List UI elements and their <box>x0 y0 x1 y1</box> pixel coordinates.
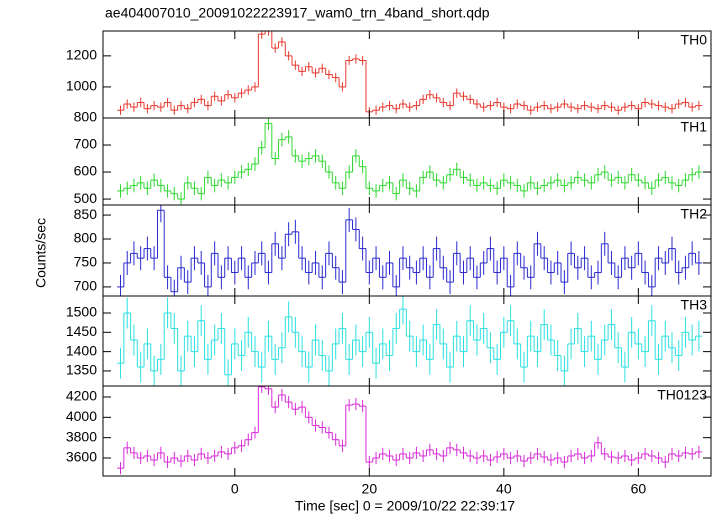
panel-label: TH0123 <box>657 387 707 403</box>
y-tick-label: 3800 <box>66 428 97 444</box>
x-axis-label: Time [sec] 0 = 2009/10/22 22:39:17 <box>295 498 515 514</box>
y-tick-label: 1350 <box>66 362 97 378</box>
x-tick-label: 20 <box>362 481 378 497</box>
y-tick-label: 700 <box>74 136 98 152</box>
y-tick-label: 500 <box>74 190 98 206</box>
x-tick-label: 40 <box>496 481 512 497</box>
panel-frame <box>102 385 712 477</box>
chart-title: ae404007010_20091022223917_wam0_trn_4ban… <box>105 5 490 21</box>
x-tick-label: 0 <box>231 481 239 497</box>
y-tick-label: 4000 <box>66 408 97 424</box>
panel-label: TH2 <box>681 206 708 222</box>
y-tick-label: 700 <box>74 278 98 294</box>
x-tick-label: 60 <box>631 481 647 497</box>
y-tick-label: 1200 <box>66 47 97 63</box>
y-tick-label: 1500 <box>66 304 97 320</box>
y-tick-label: 1450 <box>66 323 97 339</box>
y-tick-label: 750 <box>74 254 98 270</box>
panel-label: TH1 <box>681 119 708 135</box>
y-tick-label: 1000 <box>66 78 97 94</box>
y-tick-label: 800 <box>74 109 98 125</box>
y-tick-label: 850 <box>74 206 98 222</box>
y-tick-label: 1400 <box>66 342 97 358</box>
panel-label: TH0 <box>681 32 708 48</box>
y-tick-label: 600 <box>74 163 98 179</box>
y-tick-label: 4200 <box>66 388 97 404</box>
y-axis-label: Counts/sec <box>33 218 49 288</box>
panel-label: TH3 <box>681 297 708 313</box>
y-tick-label: 3600 <box>66 449 97 465</box>
y-tick-label: 800 <box>74 230 98 246</box>
